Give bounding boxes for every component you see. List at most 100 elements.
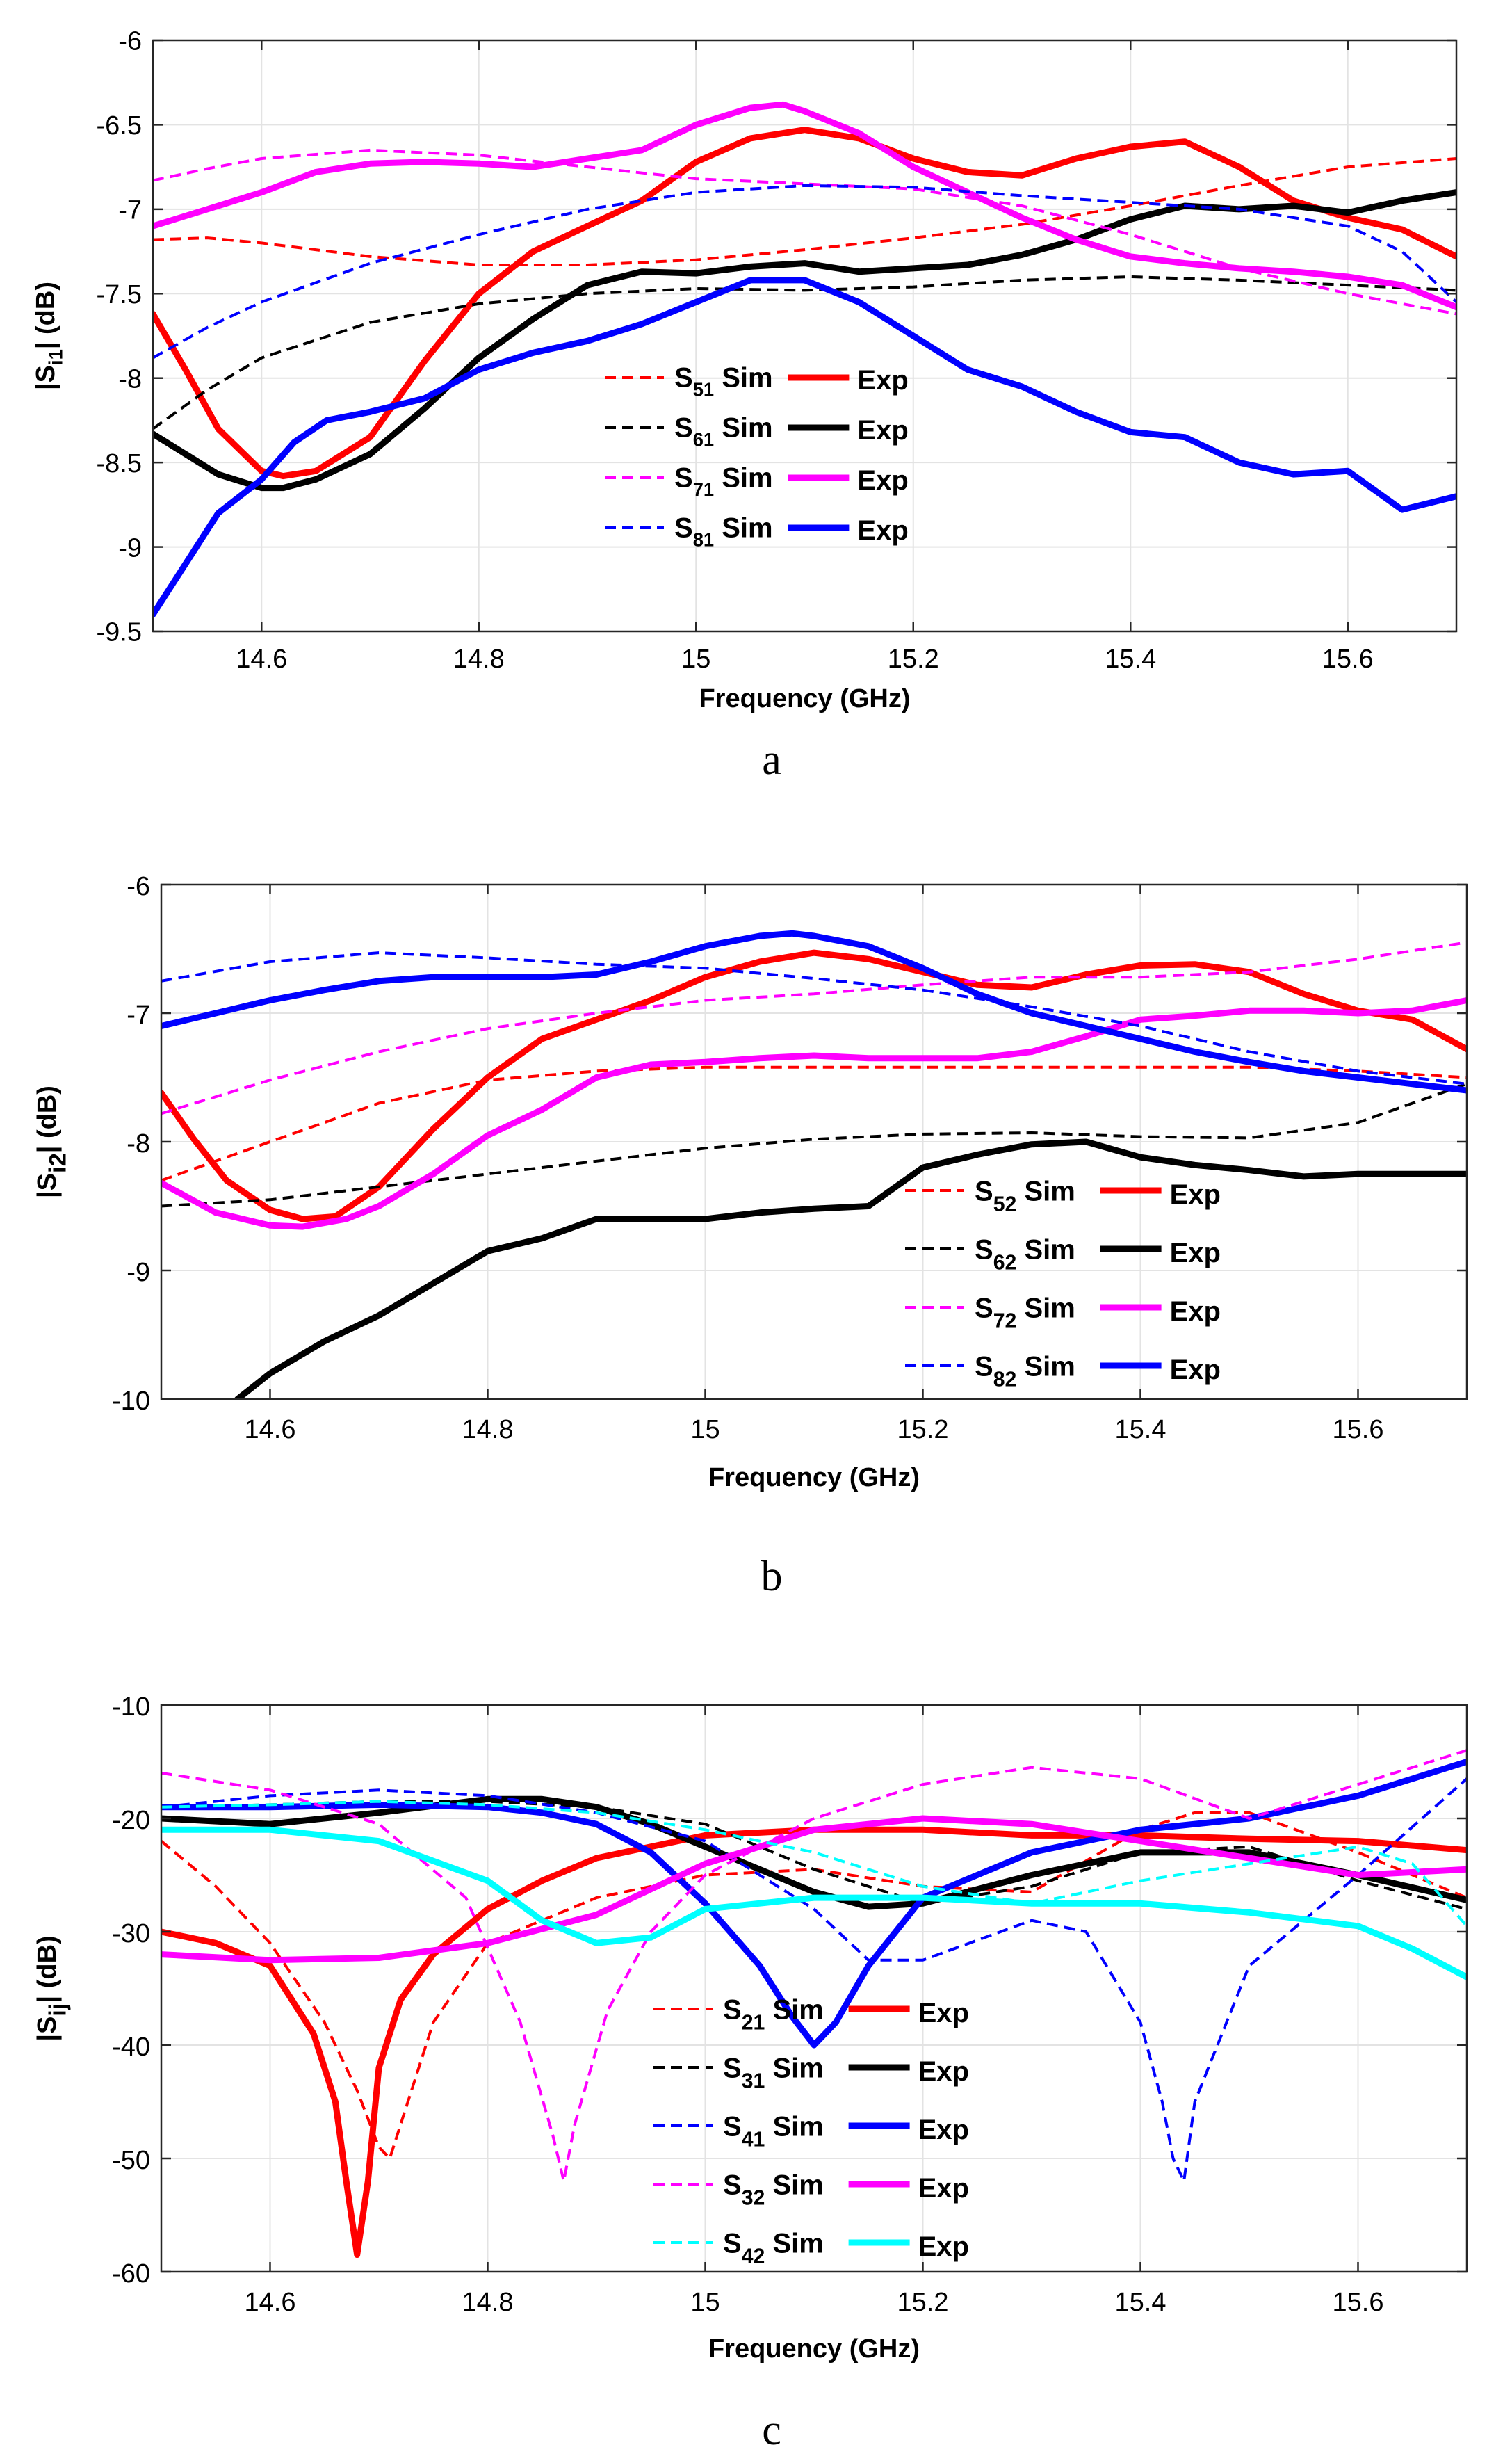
legend-sim-label: S81 Sim: [674, 512, 773, 550]
series-line-s71-sim: [153, 148, 1456, 316]
x-tick-label: 15.6: [1322, 645, 1374, 674]
y-tick-label: -8: [127, 1129, 150, 1158]
plot-area: [153, 40, 1456, 631]
x-tick-label: 15.2: [897, 2288, 949, 2317]
y-tick-label: -8: [118, 364, 142, 394]
series-line-s72-sim: [161, 941, 1467, 1115]
axes-frame: [152, 39, 1458, 633]
legend-sim-label: S52 Sim: [975, 1177, 1075, 1216]
legend-sim-label: S71 Sim: [674, 462, 773, 500]
legend-exp-label: Exp: [857, 465, 908, 496]
series-line-s32-sim: [161, 1749, 1467, 2183]
series-line-s62-exp: [234, 1138, 1467, 1399]
y-tick-label: -60: [112, 2259, 150, 2288]
y-axis-label: |Si1| (dB): [31, 282, 66, 390]
y-tick-label: -9: [118, 533, 142, 563]
x-tick-label: 15.6: [1333, 2288, 1384, 2317]
y-tick-label: -6.5: [97, 111, 142, 140]
series-line-s52-sim: [161, 1065, 1467, 1182]
legend-exp-label: Exp: [857, 515, 908, 546]
series-line-s41-exp: [161, 1759, 1467, 2049]
legend-sim-label: S31 Sim: [723, 2053, 824, 2093]
series-line-s81-exp: [153, 277, 1456, 618]
y-axis-label: |Sij| (dB): [33, 1935, 71, 2041]
series-line-s72-exp: [161, 997, 1467, 1230]
legend-sim-label: S42 Sim: [723, 2229, 824, 2268]
legend-exp-label: Exp: [918, 2231, 969, 2262]
panel-c-chart: 14.6 14.8 15 15.2 15.4 15.6 -60 -50 -40 -30 -20 -10…: [33, 1693, 1468, 2364]
x-tick-label: 15: [690, 1415, 720, 1444]
legend-exp-label: Exp: [857, 415, 908, 446]
legend-exp-label: Exp: [1170, 1238, 1221, 1268]
x-tick-label: 14.8: [462, 2288, 514, 2317]
series-line-s51-exp: [153, 127, 1456, 480]
x-tick-label: 15.2: [897, 1415, 949, 1444]
legend-exp-label: Exp: [918, 2173, 969, 2204]
y-tick-label: -7: [127, 1001, 150, 1030]
y-tick-label: -10: [112, 1693, 150, 1722]
series-line-s51-sim: [153, 157, 1456, 266]
x-axis-label: Frequency (GHz): [699, 684, 910, 713]
legend-sim-label: S72 Sim: [975, 1293, 1075, 1333]
series-line-s41-sim: [161, 1777, 1467, 2183]
legend-exp-label: Exp: [918, 1998, 969, 2028]
x-tick-label: 14.6: [245, 1415, 296, 1444]
legend-sim-label: S82 Sim: [975, 1352, 1075, 1391]
x-axis-label: Frequency (GHz): [708, 2334, 920, 2364]
x-tick-label: 15: [690, 2288, 720, 2317]
x-tick-label: 15: [681, 645, 710, 674]
y-tick-label: -7: [118, 196, 142, 225]
legend-sim-label: S51 Sim: [674, 362, 773, 400]
panel-a-chart: 14.6 14.8 15 15.2 15.4 15.6 -9.5 -9 -8.5 -8 -7.5 -7…: [31, 27, 1458, 713]
y-tick-label: -7.5: [97, 280, 142, 309]
series-line-s82-sim: [161, 951, 1467, 1085]
legend-exp-label: Exp: [1170, 1296, 1221, 1327]
legend-exp-label: Exp: [1170, 1179, 1221, 1210]
legend: S21 Sim Exp S31 Sim Exp S41 Sim Exp S32 Sim Exp…: [653, 1995, 969, 2268]
y-tick-label: -40: [112, 2033, 150, 2062]
y-tick-label: -10: [112, 1387, 150, 1416]
legend-sim-label: S61 Sim: [674, 412, 773, 450]
legend: S52 Sim Exp S62 Sim Exp S72 Sim Exp S82 Sim Exp: [905, 1177, 1221, 1391]
x-tick-label: 15.4: [1115, 1415, 1166, 1444]
legend-sim-label: S62 Sim: [975, 1235, 1075, 1275]
x-tick-label: 15.4: [1105, 645, 1156, 674]
legend-exp-label: Exp: [918, 2115, 969, 2145]
plot-area: [161, 1705, 1467, 2272]
y-tick-label: -9.5: [97, 618, 142, 647]
x-tick-label: 15.6: [1333, 1415, 1384, 1444]
x-tick-label: 14.8: [453, 645, 505, 674]
legend-sim-label: S21 Sim: [723, 1995, 824, 2035]
y-tick-label: -30: [112, 1919, 150, 1948]
panel-b-caption: b: [761, 1553, 783, 1600]
y-tick-label: -6: [118, 27, 142, 56]
series-line-s32-exp: [161, 1815, 1467, 1964]
legend-exp-label: Exp: [1170, 1355, 1221, 1385]
series-line-s52-exp: [161, 949, 1467, 1222]
x-tick-label: 15.2: [888, 645, 939, 674]
series-line-s42-exp: [161, 1826, 1467, 1980]
series-line-s62-sim: [161, 1082, 1467, 1208]
axes-frame: [160, 1704, 1468, 2273]
x-tick-label: 14.6: [236, 645, 287, 674]
x-tick-label: 14.6: [245, 2288, 296, 2317]
y-tick-label: -20: [112, 1806, 150, 1835]
x-tick-label: 14.8: [462, 1415, 514, 1444]
series-line-s81-sim: [153, 184, 1456, 360]
y-axis-label: |Si2| (dB): [33, 1085, 71, 1198]
y-tick-label: -50: [112, 2146, 150, 2175]
x-axis-label: Frequency (GHz): [708, 1463, 920, 1492]
legend-sim-label: S41 Sim: [723, 2112, 824, 2151]
y-tick-label: -6: [127, 872, 150, 901]
x-tick-label: 15.4: [1115, 2288, 1166, 2317]
series-line-s71-exp: [153, 101, 1456, 311]
legend-exp-label: Exp: [857, 365, 908, 396]
legend-sim-label: S32 Sim: [723, 2170, 824, 2210]
panel-a-caption: a: [762, 736, 781, 784]
panel-b-chart: 14.6 14.8 15 15.2 15.4 15.6 -10 -9 -8 -7 -6 Frequen…: [33, 872, 1468, 1492]
y-tick-label: -9: [127, 1258, 150, 1287]
panel-c-caption: c: [762, 2407, 781, 2454]
series-line-s82-exp: [161, 930, 1467, 1094]
legend-exp-label: Exp: [918, 2056, 969, 2087]
